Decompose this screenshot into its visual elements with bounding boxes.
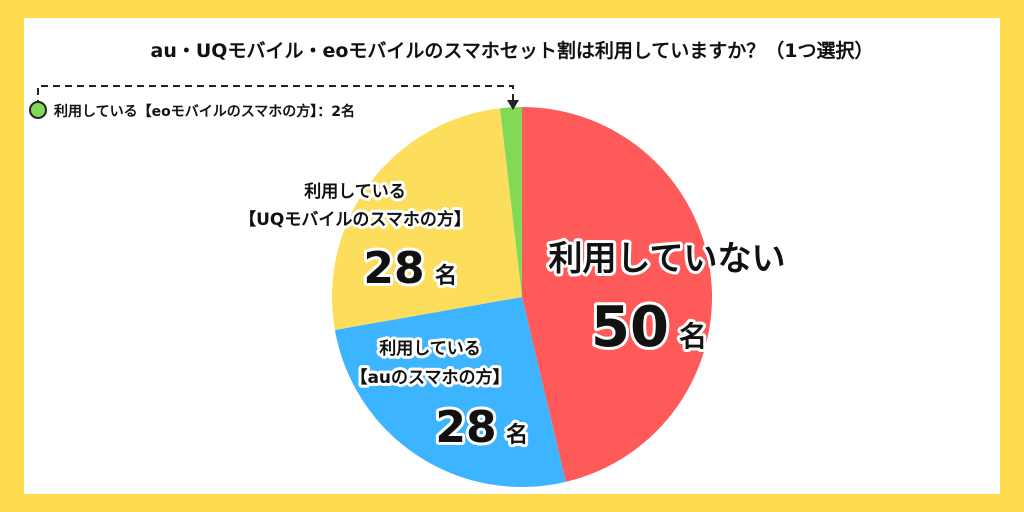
slice-au [334,297,566,488]
au-label-line2: 【auのスマホの方】 [350,367,509,388]
uq-value: 28 [363,243,424,294]
au-unit: 名 [506,422,528,448]
callout-arrow-icon [507,100,519,110]
not-using-label: 利用していない [549,239,786,279]
callout-line [37,85,514,107]
eo-slice-label: 利用している【eoモバイルのスマホの方】：2名 [54,103,355,120]
chart-title: au・UQモバイル・eoモバイルのスマホセット割は利用していますか？（1つ選択） [150,40,874,62]
slice-eo [499,107,522,297]
not-using-unit: 名 [679,320,707,353]
au-value: 28 [435,402,496,453]
legend-dot-green [29,101,47,119]
au-label-line1: 利用している [379,338,481,359]
slice-uq [332,108,522,330]
uq-unit: 名 [435,263,457,289]
uq-label-line1: 利用している [304,181,406,202]
uq-label-line2: 【UQモバイルのスマホの方】 [239,209,471,230]
not-using-value: 50 [591,295,669,360]
slice-not-using [522,107,713,482]
